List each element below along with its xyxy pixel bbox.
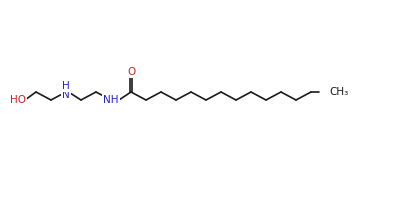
Text: N: N [62, 90, 70, 100]
Text: H: H [62, 81, 70, 91]
Text: O: O [127, 67, 135, 77]
Text: CH₃: CH₃ [329, 87, 348, 97]
Text: NH: NH [103, 95, 119, 105]
Text: HO: HO [10, 95, 26, 105]
